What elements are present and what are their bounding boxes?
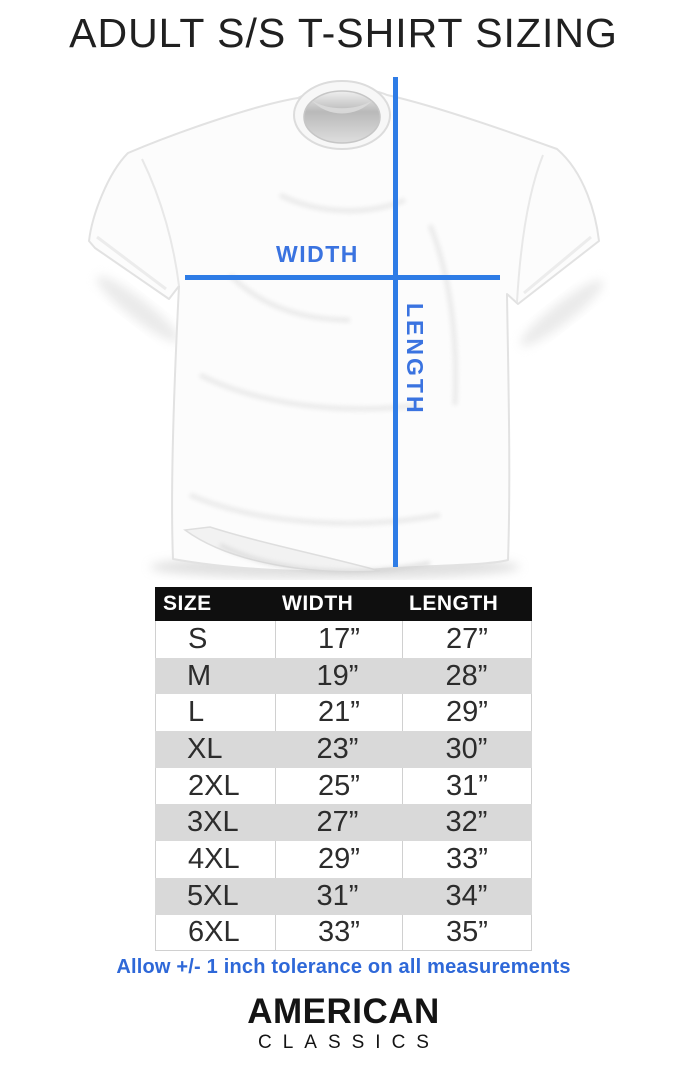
table-row: XL 23” 30” <box>155 731 532 768</box>
size-cell: XL <box>187 732 223 765</box>
width-cell: 33” <box>275 914 402 951</box>
col-header-width: WIDTH <box>282 592 354 615</box>
sleeve-seam-right <box>516 154 544 303</box>
table-header: SIZE WIDTH LENGTH <box>155 587 532 621</box>
table-row: 3XL 27” 32” <box>155 804 532 842</box>
length-cell: 27” <box>402 621 531 658</box>
size-cell: S <box>188 622 208 655</box>
width-cell: 19” <box>316 659 359 692</box>
size-cell: 5XL <box>187 879 239 912</box>
width-cell: 29” <box>275 841 402 878</box>
table-row: 2XL 25” 31” <box>155 767 532 805</box>
width-cell: 27” <box>316 806 359 839</box>
width-cell: 23” <box>316 732 359 765</box>
length-cell: 33” <box>402 841 531 878</box>
table-row: L 21” 29” <box>155 694 532 732</box>
length-cell: 28” <box>445 659 488 692</box>
size-cell: 2XL <box>188 769 240 802</box>
size-table: SIZE WIDTH LENGTH S 17” 27” M 19” 28” L … <box>155 587 532 952</box>
length-cell: 35” <box>402 914 531 951</box>
hem-fold-shadow <box>219 543 431 574</box>
length-measure-line <box>393 77 398 567</box>
col-header-size: SIZE <box>163 592 212 615</box>
length-cell: 30” <box>445 732 488 765</box>
size-cell: M <box>187 659 212 692</box>
table-row: M 19” 28” <box>155 657 532 695</box>
collar-back <box>311 100 373 114</box>
length-cell: 31” <box>402 767 531 805</box>
page-title: ADULT S/S T-SHIRT SIZING <box>69 10 618 56</box>
table-row: S 17” 27” <box>155 621 532 658</box>
length-cell: 34” <box>445 879 488 912</box>
width-cell: 17” <box>275 621 402 658</box>
sleeve-shadow-left <box>96 276 180 342</box>
tshirt-image <box>88 80 604 579</box>
col-header-length: LENGTH <box>409 592 499 615</box>
tolerance-note: Allow +/- 1 inch tolerance on all measur… <box>116 956 571 978</box>
length-cell: 32” <box>445 806 488 839</box>
brand-logo: AMERICAN CLASSICS <box>0 994 687 1052</box>
width-measure-line <box>185 275 500 280</box>
tshirt-body <box>88 88 600 573</box>
sleeve-shadow-right <box>520 280 604 346</box>
width-cell: 25” <box>275 767 402 805</box>
sleeve-seam-left <box>141 158 180 287</box>
table-row: 5XL 31” 34” <box>155 877 532 915</box>
length-cell: 29” <box>402 694 531 732</box>
size-cell: 4XL <box>188 842 240 875</box>
table-row: 4XL 29” 33” <box>155 841 532 878</box>
brand-name-secondary: CLASSICS <box>258 1032 440 1053</box>
table-row: 6XL 33” 35” <box>155 914 532 952</box>
cuff-hem-left <box>96 235 167 291</box>
length-label: LENGTH <box>402 303 428 416</box>
size-cell: 6XL <box>188 915 240 948</box>
width-label: WIDTH <box>276 241 359 267</box>
collar-opening <box>303 90 381 144</box>
cuff-hem-right <box>523 235 592 295</box>
size-cell: 3XL <box>187 806 239 839</box>
size-cell: L <box>188 696 205 729</box>
brand-name-primary: AMERICAN <box>247 992 440 1031</box>
width-cell: 21” <box>275 694 402 732</box>
wrinkles <box>189 192 459 526</box>
width-cell: 31” <box>316 879 359 912</box>
